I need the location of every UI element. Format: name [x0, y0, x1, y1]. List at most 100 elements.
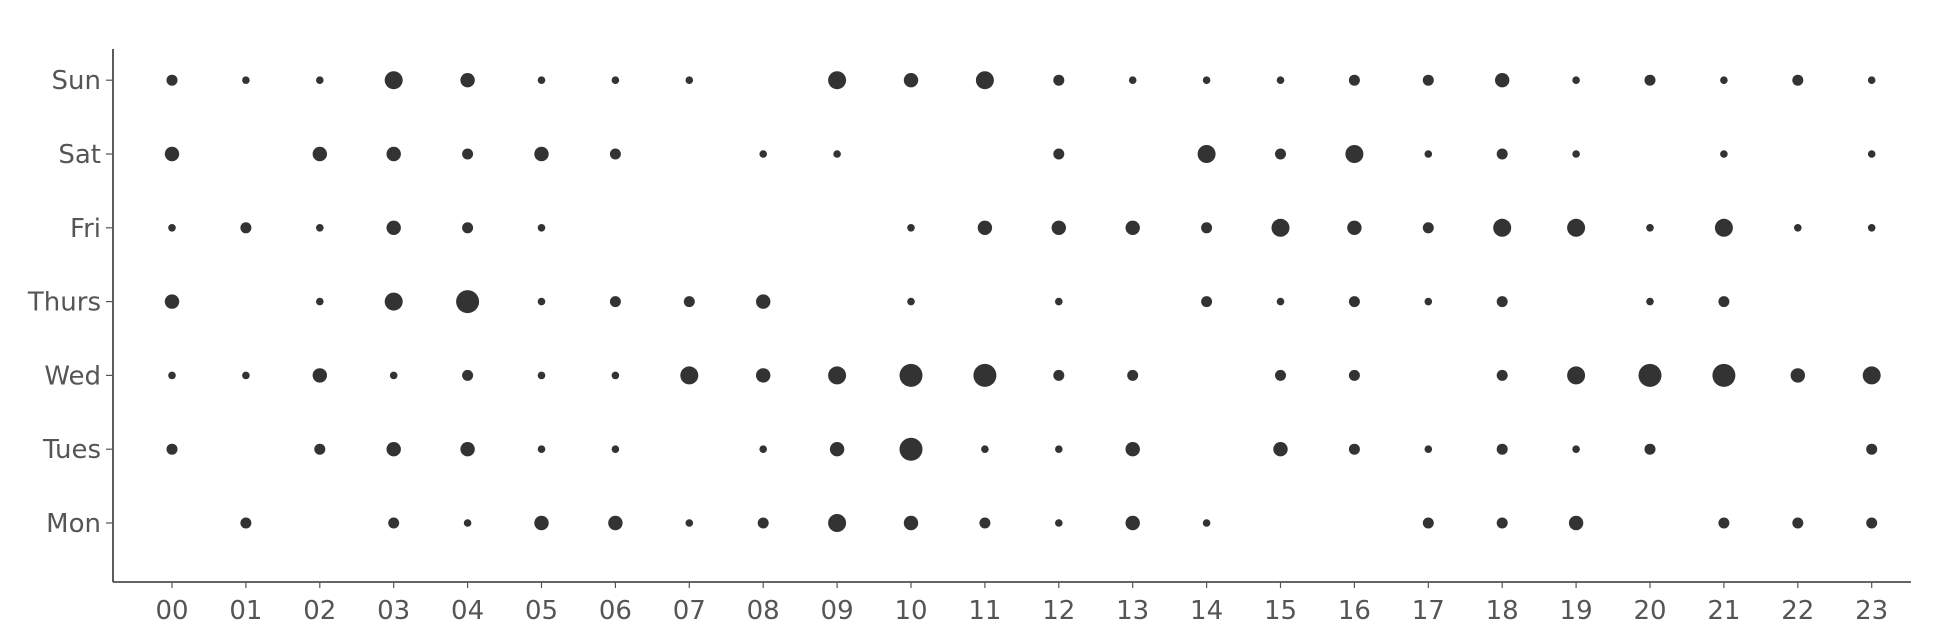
- data-point-mon-03: [388, 517, 400, 529]
- data-point-wed-08: [756, 368, 771, 383]
- data-point-fri-17: [1422, 222, 1434, 234]
- data-point-thurs-16: [1348, 296, 1360, 308]
- data-point-mon-11: [979, 517, 991, 529]
- data-point-tues-19: [1572, 445, 1580, 454]
- data-point-mon-10: [903, 515, 919, 531]
- data-point-wed-11: [973, 363, 997, 387]
- data-point-sun-11: [975, 71, 994, 90]
- x-tick-label: 00: [155, 596, 188, 626]
- x-tick-label: 04: [451, 596, 484, 626]
- data-point-fri-01: [240, 222, 252, 234]
- data-point-sun-13: [1128, 76, 1137, 84]
- data-point-sat-12: [1053, 148, 1065, 160]
- data-point-sun-17: [1422, 74, 1434, 86]
- data-point-sun-22: [1792, 74, 1804, 86]
- data-point-mon-17: [1422, 517, 1434, 529]
- x-tick-label: 08: [747, 596, 780, 626]
- data-point-fri-10: [907, 224, 915, 232]
- y-tick-label: Sat: [58, 140, 101, 170]
- data-point-wed-07: [680, 366, 699, 385]
- x-tick-label: 12: [1042, 596, 1075, 626]
- data-point-fri-23: [1867, 224, 1876, 232]
- data-point-fri-18: [1493, 218, 1512, 237]
- data-point-tues-08: [759, 445, 767, 454]
- data-point-thurs-05: [537, 297, 546, 306]
- x-tick-label: 14: [1190, 596, 1223, 626]
- data-point-tues-13: [1125, 442, 1140, 457]
- data-point-fri-21: [1714, 218, 1733, 237]
- x-tick-label: 02: [303, 596, 336, 626]
- data-point-wed-02: [312, 368, 327, 383]
- x-tick-label: 07: [673, 596, 706, 626]
- data-point-fri-13: [1125, 220, 1140, 235]
- y-tick-label: Tues: [42, 435, 101, 465]
- y-axis-ticks: Mon Tues Wed Thurs Fri Sat Sun: [27, 66, 112, 539]
- y-tick-label: Thurs: [27, 288, 101, 318]
- x-tick-label: 19: [1560, 596, 1593, 626]
- data-point-thurs-12: [1055, 297, 1063, 306]
- x-tick-label: 10: [894, 596, 927, 626]
- x-tick-label: 17: [1412, 596, 1445, 626]
- x-tick-label: 06: [599, 596, 632, 626]
- data-point-sun-02: [316, 76, 324, 84]
- data-point-tues-00: [166, 443, 178, 455]
- data-point-tues-04: [460, 442, 475, 457]
- data-point-tues-16: [1348, 443, 1360, 455]
- data-point-thurs-17: [1424, 297, 1433, 306]
- data-point-wed-18: [1496, 369, 1508, 381]
- data-point-mon-22: [1792, 517, 1804, 529]
- data-point-wed-12: [1053, 369, 1065, 381]
- data-point-tues-18: [1496, 443, 1508, 455]
- data-point-sat-16: [1345, 145, 1364, 163]
- data-point-mon-13: [1125, 515, 1140, 531]
- data-point-tues-05: [537, 445, 546, 454]
- data-point-fri-22: [1794, 224, 1802, 232]
- y-tick-label: Wed: [44, 361, 101, 391]
- x-axis-ticks: 00 01 02 03 04 05 06 07 08 09 10 11 12 13 14 15 16 17 18 19…: [155, 582, 1888, 626]
- data-point-mon-21: [1718, 517, 1730, 529]
- data-point-sun-23: [1867, 76, 1876, 84]
- data-point-sun-03: [384, 71, 403, 90]
- data-point-sun-09: [828, 71, 847, 90]
- data-point-sun-19: [1572, 76, 1580, 84]
- x-tick-label: 13: [1116, 596, 1149, 626]
- data-point-fri-20: [1646, 224, 1654, 232]
- data-point-sun-04: [460, 73, 475, 88]
- data-point-sat-08: [759, 150, 767, 158]
- data-point-tues-02: [314, 443, 326, 455]
- x-tick-label: 03: [377, 596, 410, 626]
- data-point-sun-15: [1276, 76, 1285, 84]
- data-point-sun-20: [1644, 74, 1656, 86]
- data-point-mon-23: [1866, 517, 1878, 529]
- x-tick-label: 05: [525, 596, 558, 626]
- data-point-wed-15: [1275, 369, 1286, 381]
- data-point-wed-04: [462, 369, 474, 381]
- data-points: [164, 71, 1881, 532]
- data-point-tues-23: [1866, 443, 1878, 455]
- x-tick-label: 22: [1781, 596, 1814, 626]
- data-point-mon-09: [828, 514, 847, 532]
- data-point-mon-04: [463, 519, 472, 527]
- data-point-tues-17: [1424, 445, 1433, 454]
- data-point-wed-06: [611, 371, 620, 380]
- data-point-mon-19: [1568, 515, 1584, 531]
- data-point-tues-15: [1273, 442, 1288, 457]
- data-point-thurs-03: [384, 292, 403, 311]
- data-point-sat-14: [1197, 145, 1216, 163]
- data-point-fri-19: [1567, 218, 1586, 237]
- x-tick-label: 01: [229, 596, 262, 626]
- y-tick-label: Sun: [52, 66, 101, 96]
- data-point-wed-00: [168, 371, 176, 380]
- data-point-wed-19: [1567, 366, 1586, 385]
- data-point-tues-11: [981, 445, 989, 454]
- y-tick-label: Fri: [70, 214, 101, 244]
- data-point-fri-14: [1201, 222, 1213, 234]
- data-point-sat-00: [164, 146, 180, 162]
- data-point-thurs-15: [1276, 297, 1285, 306]
- data-point-sat-06: [609, 148, 621, 160]
- data-point-mon-08: [757, 517, 769, 529]
- data-point-thurs-08: [756, 294, 771, 309]
- data-point-fri-15: [1271, 218, 1290, 237]
- data-point-fri-04: [462, 222, 474, 234]
